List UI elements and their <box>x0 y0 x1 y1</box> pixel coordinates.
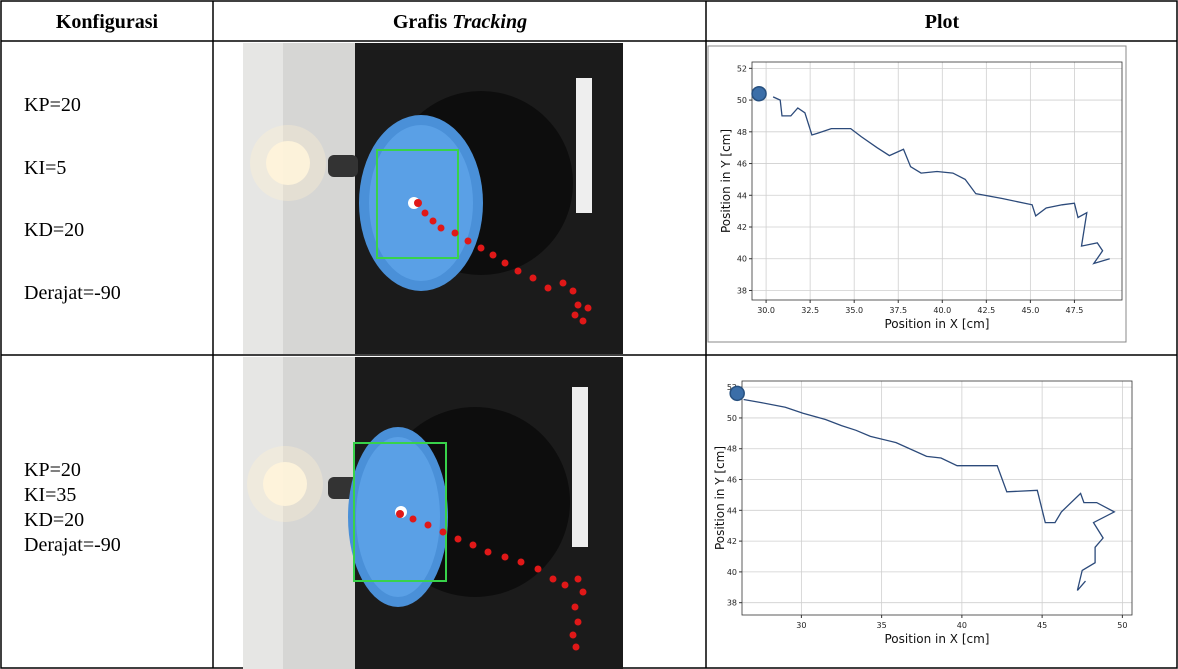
circle-shape <box>502 260 509 267</box>
config-line: KP=20 <box>24 459 81 481</box>
axes-frame <box>742 381 1132 615</box>
config-cell: KP=20 KI=5 KD=20 Derajat=-90 <box>24 94 121 304</box>
circle-shape <box>502 554 509 561</box>
circle-shape <box>572 312 579 319</box>
circle-shape <box>425 522 432 529</box>
circle-shape <box>575 619 582 626</box>
circle-shape <box>560 280 567 287</box>
x-axis-label: Position in X [cm] <box>885 317 990 331</box>
x-axis-label: Position in X [cm] <box>885 632 990 646</box>
circle-shape <box>545 285 552 292</box>
config-line: KD=20 <box>24 509 84 531</box>
config-line: KP=20 <box>24 94 81 116</box>
circle-shape <box>470 542 477 549</box>
x-tick-label: 30 <box>796 621 806 630</box>
config-line: KD=20 <box>24 219 84 241</box>
config-line: KI=35 <box>24 484 76 506</box>
circle-shape <box>490 252 497 259</box>
plot: 30354045503840424446485052Position in X … <box>713 381 1132 646</box>
circle-shape <box>440 529 447 536</box>
data-line <box>744 400 1115 591</box>
rect-shape <box>328 155 358 177</box>
y-tick-label: 52 <box>737 64 747 73</box>
y-tick-label: 44 <box>727 506 737 515</box>
circle-shape <box>396 510 404 518</box>
header-cell: Konfigurasi <box>56 11 159 33</box>
x-tick-label: 45 <box>1037 621 1047 630</box>
x-tick-label: 50 <box>1117 621 1127 630</box>
y-tick-label: 38 <box>737 286 747 295</box>
header-cell: Plot <box>925 11 960 33</box>
start-marker <box>730 386 744 400</box>
circle-shape <box>485 549 492 556</box>
circle-shape <box>465 238 472 245</box>
circle-shape <box>580 589 587 596</box>
x-tick-label: 35.0 <box>845 306 863 315</box>
circle-shape <box>580 318 587 325</box>
y-tick-label: 50 <box>727 414 737 423</box>
y-axis-label: Position in Y [cm] <box>719 129 733 233</box>
y-tick-label: 44 <box>737 191 747 200</box>
circle-shape <box>455 536 462 543</box>
x-tick-label: 30.0 <box>757 306 775 315</box>
circle-shape <box>573 644 580 651</box>
header-cell: Grafis Tracking <box>393 11 527 33</box>
circle-shape <box>530 275 537 282</box>
circle-shape <box>562 582 569 589</box>
start-marker <box>752 87 766 101</box>
plot-frame <box>708 46 1126 342</box>
y-tick-label: 40 <box>737 255 747 264</box>
config-line: Derajat=-90 <box>24 282 121 304</box>
circle-shape <box>572 604 579 611</box>
y-tick-label: 38 <box>727 599 737 608</box>
y-tick-label: 46 <box>727 476 737 485</box>
circle-shape <box>570 288 577 295</box>
circle-shape <box>515 268 522 275</box>
circle-shape <box>570 632 577 639</box>
config-cell: KP=20 KI=35 KD=20 Derajat=-90 <box>24 459 121 556</box>
circle-shape <box>452 230 459 237</box>
circle-shape <box>478 245 485 252</box>
rect-shape <box>576 78 592 213</box>
y-tick-label: 42 <box>727 537 737 546</box>
y-tick-label: 48 <box>727 445 737 454</box>
y-tick-label: 46 <box>737 160 747 169</box>
circle-shape <box>422 210 429 217</box>
circle-shape <box>535 566 542 573</box>
config-line: KI=5 <box>24 157 66 179</box>
y-tick-label: 42 <box>737 223 747 232</box>
circle-shape <box>410 516 417 523</box>
circle-shape <box>585 305 592 312</box>
tracking-photo <box>243 43 623 354</box>
y-tick-label: 50 <box>737 96 747 105</box>
x-tick-label: 37.5 <box>889 306 907 315</box>
config-line: Derajat=-90 <box>24 534 121 556</box>
rect-shape <box>572 387 588 547</box>
circle-shape <box>575 302 582 309</box>
x-tick-label: 40 <box>957 621 967 630</box>
x-tick-label: 35 <box>877 621 887 630</box>
y-tick-label: 48 <box>737 128 747 137</box>
circle-shape <box>518 559 525 566</box>
circle-shape <box>247 446 323 522</box>
x-tick-label: 47.5 <box>1066 306 1084 315</box>
document: Konfigurasi Grafis Tracking Plot KP=20 KI… <box>0 0 1178 669</box>
y-axis-label: Position in Y [cm] <box>713 446 727 550</box>
circle-shape <box>438 225 445 232</box>
circle-shape <box>430 218 437 225</box>
circle-shape <box>575 576 582 583</box>
tracking-photo <box>243 357 623 669</box>
header-text-italic: Tracking <box>452 11 527 33</box>
circle-shape <box>550 576 557 583</box>
x-tick-label: 42.5 <box>977 306 995 315</box>
x-tick-label: 40.0 <box>933 306 951 315</box>
x-tick-label: 45.0 <box>1021 306 1039 315</box>
header-text: Grafis <box>393 11 448 33</box>
circle-shape <box>250 125 326 201</box>
circle-shape <box>414 199 422 207</box>
x-tick-label: 32.5 <box>801 306 819 315</box>
y-tick-label: 40 <box>727 568 737 577</box>
